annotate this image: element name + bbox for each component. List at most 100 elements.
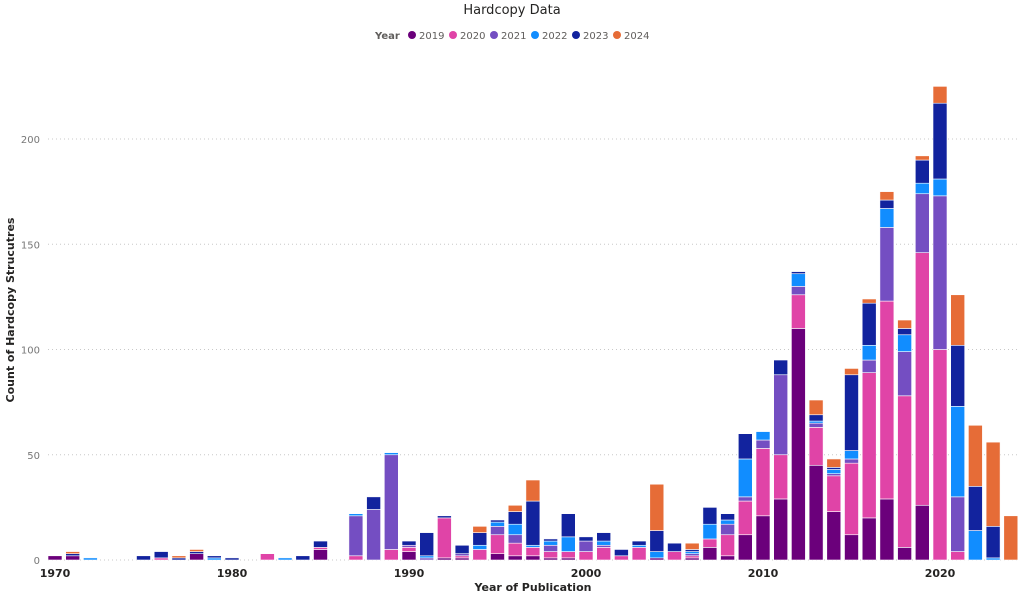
bar-1993-2019[interactable] xyxy=(454,557,470,561)
bar-2020-2023[interactable] xyxy=(932,102,948,180)
bar-1994-2022[interactable] xyxy=(472,544,488,550)
bar-2006-2022[interactable] xyxy=(684,551,700,554)
bar-1985-2023[interactable] xyxy=(313,540,328,548)
bar-2020-2024[interactable] xyxy=(932,86,948,104)
bar-2012-2021[interactable] xyxy=(791,286,806,296)
bar-2008-2019[interactable] xyxy=(720,555,735,561)
bar-2016-2023[interactable] xyxy=(861,302,877,346)
legend-item-2023[interactable]: 2023 xyxy=(583,31,608,42)
bar-2017-2022[interactable] xyxy=(879,208,895,228)
bar-2007-2023[interactable] xyxy=(702,507,718,525)
bar-1971-2023[interactable] xyxy=(65,553,80,557)
bar-1995-2020[interactable] xyxy=(490,534,505,554)
bar-2008-2021[interactable] xyxy=(720,523,735,536)
bar-1999-2020[interactable] xyxy=(560,551,576,559)
bar-2015-2019[interactable] xyxy=(844,534,859,561)
bar-1993-2021[interactable] xyxy=(454,553,470,557)
bar-2016-2019[interactable] xyxy=(861,517,877,561)
bar-2012-2022[interactable] xyxy=(791,273,806,287)
bar-2015-2020[interactable] xyxy=(844,462,859,536)
bar-2008-2022[interactable] xyxy=(720,519,735,525)
bar-2018-2023[interactable] xyxy=(897,328,912,336)
bar-2016-2020[interactable] xyxy=(861,372,877,519)
bar-1995-2021[interactable] xyxy=(490,526,505,536)
bar-1992-2023[interactable] xyxy=(437,515,452,519)
bar-1984-2023[interactable] xyxy=(295,555,311,561)
bar-2011-2023[interactable] xyxy=(773,359,789,376)
bar-2018-2020[interactable] xyxy=(897,395,912,548)
bar-2013-2019[interactable] xyxy=(808,464,824,561)
bar-2001-2023[interactable] xyxy=(596,532,612,542)
bar-2023-2022[interactable] xyxy=(985,557,1001,561)
bar-2003-2022[interactable] xyxy=(631,544,647,548)
bar-2002-2023[interactable] xyxy=(614,549,629,557)
bar-1998-2022[interactable] xyxy=(543,540,558,546)
bar-2022-2023[interactable] xyxy=(968,486,983,531)
legend-item-2021[interactable]: 2021 xyxy=(501,31,526,42)
bar-2002-2020[interactable] xyxy=(614,555,629,561)
bar-2015-2024[interactable] xyxy=(844,368,859,376)
bar-1994-2023[interactable] xyxy=(472,532,488,546)
bar-2023-2023[interactable] xyxy=(985,526,1001,559)
bar-2014-2020[interactable] xyxy=(826,475,842,512)
bar-2001-2021[interactable] xyxy=(596,544,612,548)
bar-2020-2022[interactable] xyxy=(932,178,948,197)
bar-2021-2020[interactable] xyxy=(950,551,966,561)
bar-1992-2019[interactable] xyxy=(437,557,452,561)
bar-2006-2020[interactable] xyxy=(684,555,700,559)
bar-2024-2024[interactable] xyxy=(1003,515,1019,561)
bar-2022-2022[interactable] xyxy=(968,530,983,561)
bar-1996-2024[interactable] xyxy=(507,504,523,512)
bar-1971-2019[interactable] xyxy=(65,555,80,561)
bar-2014-2022[interactable] xyxy=(826,469,842,474)
bar-2006-2019[interactable] xyxy=(684,557,700,561)
bar-2014-2021[interactable] xyxy=(826,473,842,477)
bar-2009-2021[interactable] xyxy=(737,496,753,502)
bar-1989-2022[interactable] xyxy=(383,452,399,456)
bar-1991-2023[interactable] xyxy=(419,532,435,557)
bar-2018-2022[interactable] xyxy=(897,334,912,352)
bar-1996-2021[interactable] xyxy=(507,534,523,544)
bar-2008-2020[interactable] xyxy=(720,534,735,557)
bar-1971-2024[interactable] xyxy=(65,551,80,554)
bar-2000-2023[interactable] xyxy=(578,536,594,542)
bar-2011-2020[interactable] xyxy=(773,454,789,500)
bar-1970-2019[interactable] xyxy=(47,555,63,561)
bar-2018-2021[interactable] xyxy=(897,351,912,397)
bar-2004-2024[interactable] xyxy=(649,483,665,531)
bar-2007-2019[interactable] xyxy=(702,547,718,561)
bar-2012-2020[interactable] xyxy=(791,294,806,329)
bar-2009-2019[interactable] xyxy=(737,534,753,561)
bar-1992-2020[interactable] xyxy=(437,517,452,559)
bar-2013-2022[interactable] xyxy=(808,420,824,424)
bar-2023-2024[interactable] xyxy=(985,441,1001,527)
bar-2009-2022[interactable] xyxy=(737,458,753,498)
bar-2006-2023[interactable] xyxy=(684,549,700,552)
bar-1990-2020[interactable] xyxy=(401,547,417,552)
bar-1997-2024[interactable] xyxy=(525,479,541,502)
bar-2016-2022[interactable] xyxy=(861,344,877,361)
bar-2018-2019[interactable] xyxy=(897,547,912,561)
legend-item-2019[interactable]: 2019 xyxy=(419,31,444,42)
bar-2014-2019[interactable] xyxy=(826,511,842,561)
bar-2017-2021[interactable] xyxy=(879,227,895,302)
bar-1995-2019[interactable] xyxy=(490,553,505,561)
bar-2021-2022[interactable] xyxy=(950,406,966,498)
bar-2021-2024[interactable] xyxy=(950,294,966,346)
bar-2011-2021[interactable] xyxy=(773,374,789,456)
legend-item-2020[interactable]: 2020 xyxy=(460,31,485,42)
bar-2003-2020[interactable] xyxy=(631,547,647,561)
bar-2015-2021[interactable] xyxy=(844,458,859,464)
bar-2005-2020[interactable] xyxy=(667,551,682,561)
bar-2019-2020[interactable] xyxy=(914,252,930,506)
bar-2021-2023[interactable] xyxy=(950,344,966,407)
bar-1976-2020[interactable] xyxy=(153,557,169,561)
bar-1991-2021[interactable] xyxy=(419,557,435,561)
bar-1990-2023[interactable] xyxy=(401,540,417,546)
bar-2010-2019[interactable] xyxy=(755,515,771,561)
bar-1976-2023[interactable] xyxy=(153,551,169,559)
bar-2022-2024[interactable] xyxy=(968,424,983,487)
bar-1987-2021[interactable] xyxy=(348,515,364,557)
bar-1997-2019[interactable] xyxy=(525,555,541,561)
bar-2017-2019[interactable] xyxy=(879,498,895,561)
